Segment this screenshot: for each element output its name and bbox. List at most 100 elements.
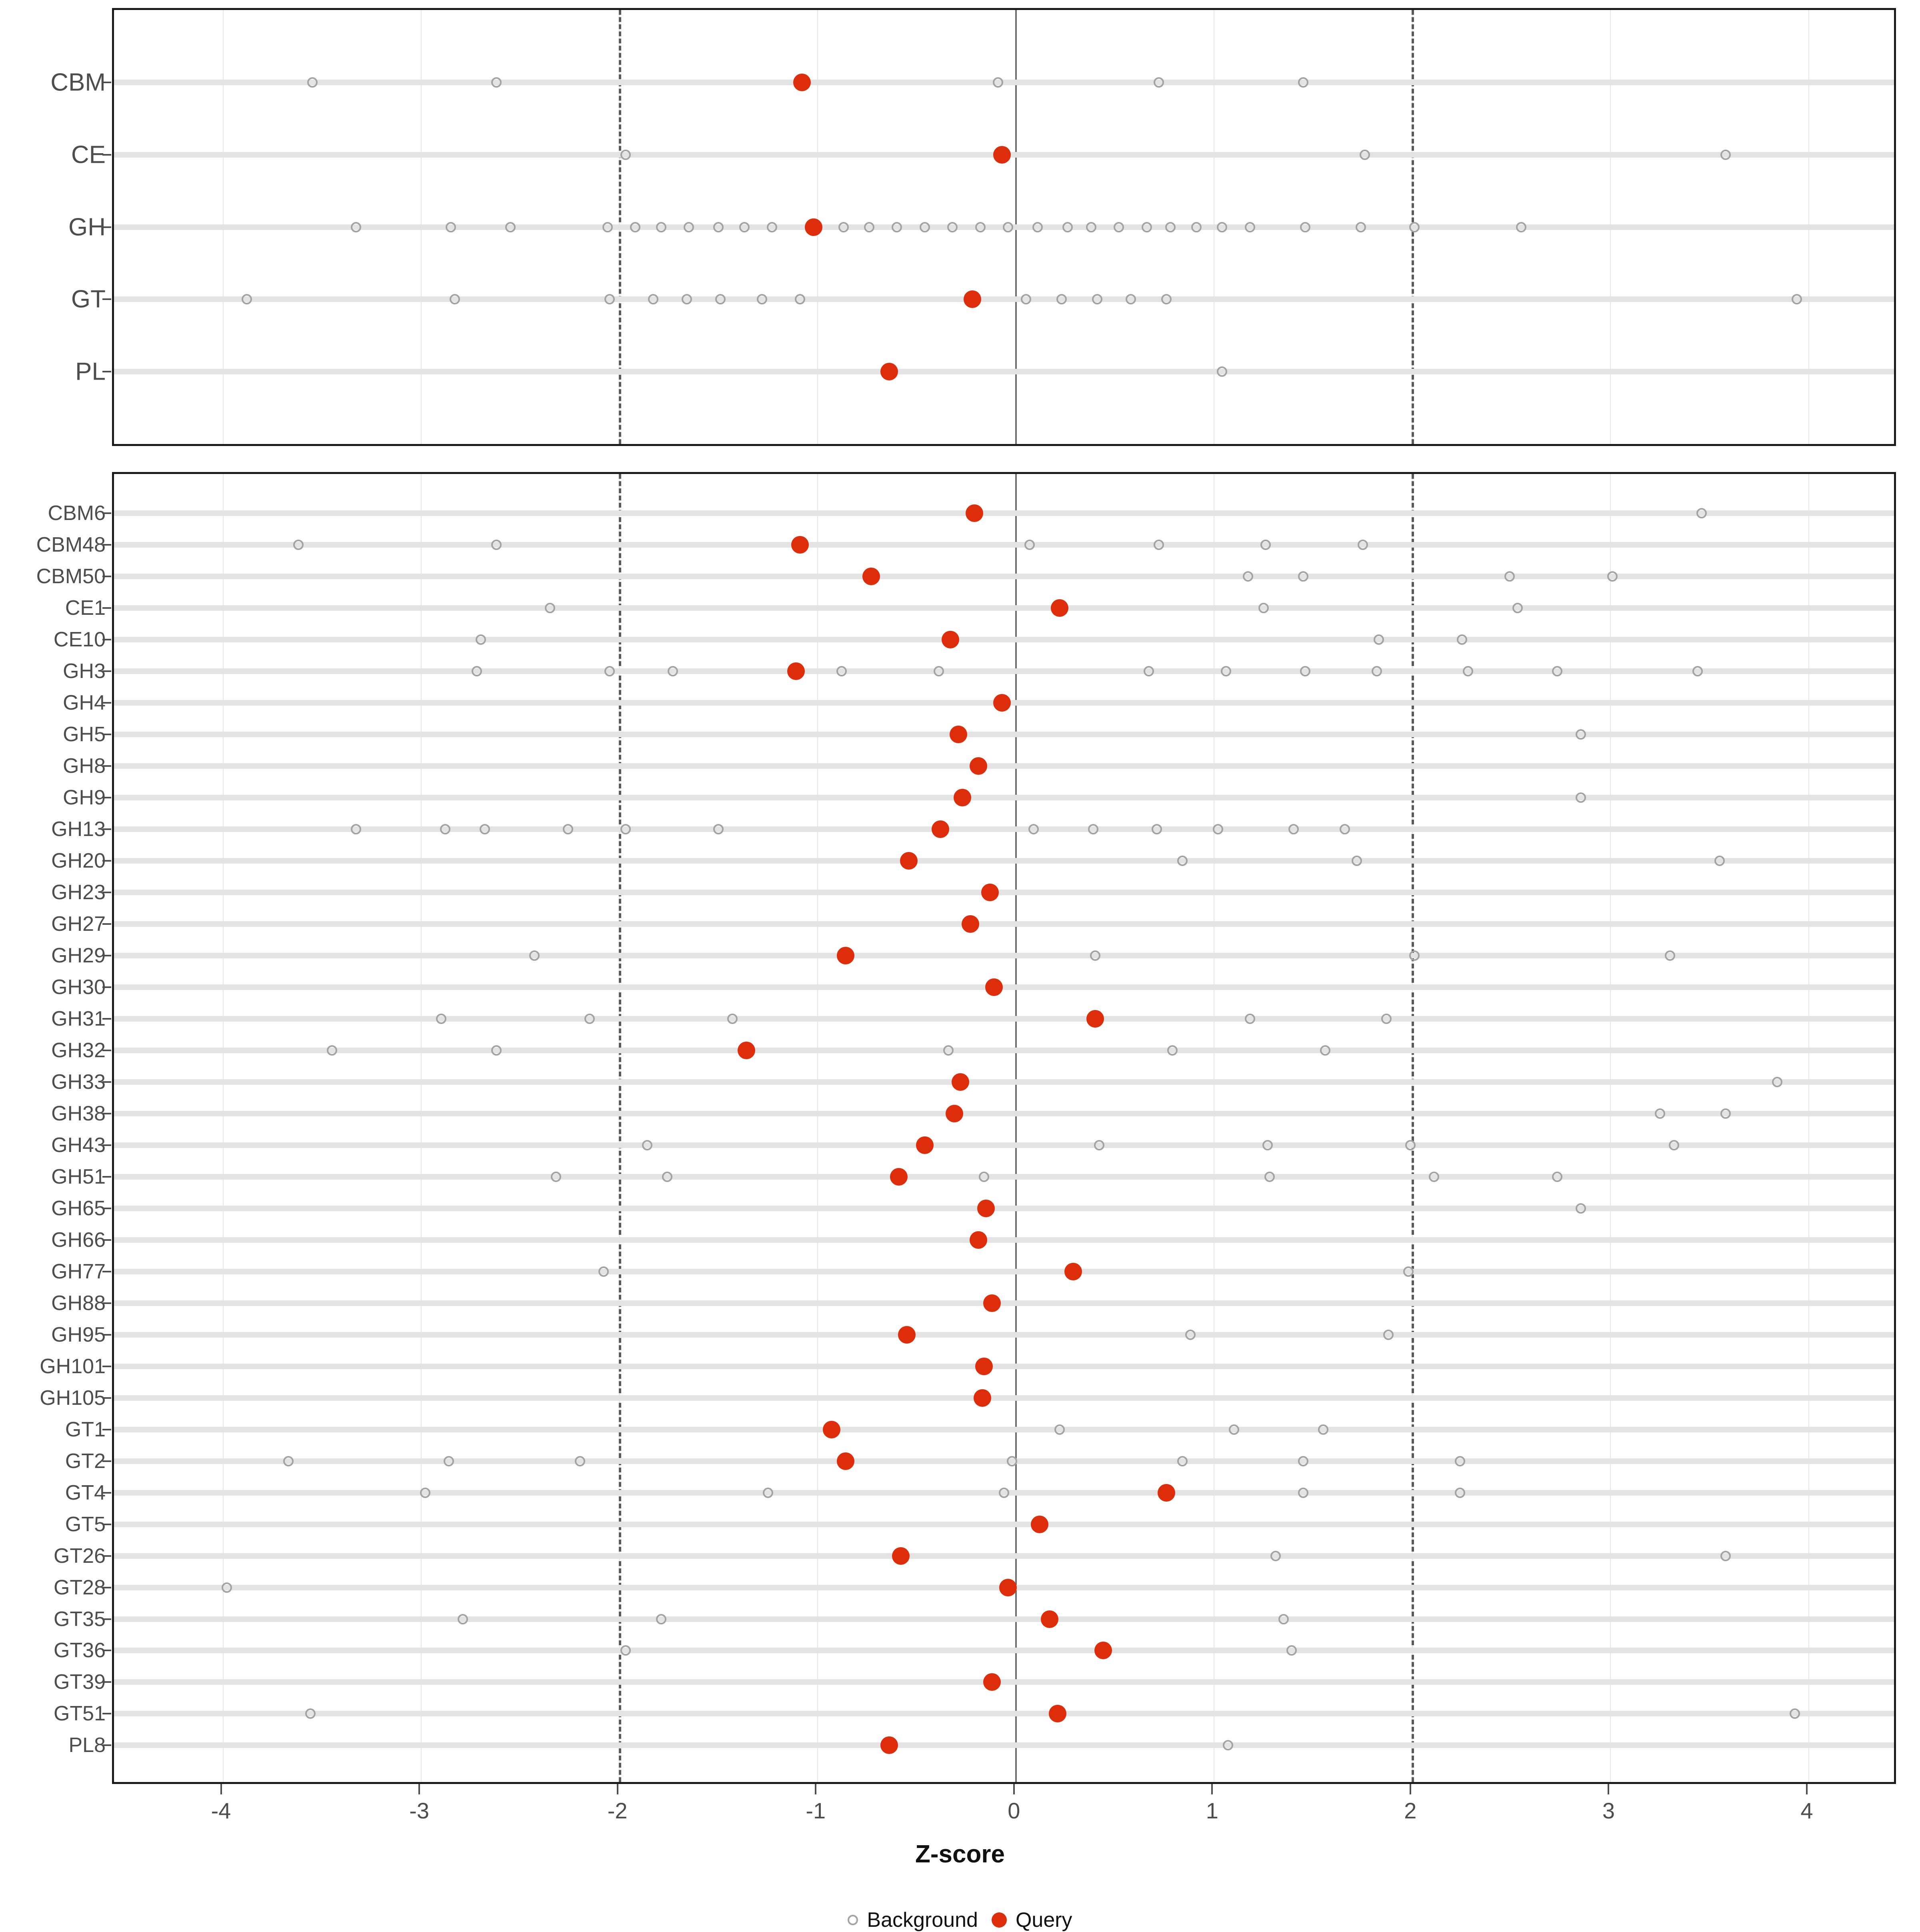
- data-point-background[interactable]: [838, 222, 849, 232]
- data-point-background[interactable]: [1655, 1108, 1666, 1119]
- data-point-background[interactable]: [1298, 1456, 1309, 1466]
- data-point-query[interactable]: [1086, 1010, 1104, 1028]
- data-point-background[interactable]: [1665, 950, 1676, 961]
- data-point-background[interactable]: [1409, 950, 1420, 961]
- data-point-query[interactable]: [805, 218, 823, 236]
- data-point-background[interactable]: [305, 1708, 316, 1719]
- data-point-background[interactable]: [446, 222, 456, 232]
- data-point-background[interactable]: [975, 222, 986, 232]
- data-point-background[interactable]: [947, 222, 958, 232]
- data-point-background[interactable]: [444, 1456, 454, 1466]
- data-point-query[interactable]: [1158, 1484, 1176, 1502]
- data-point-background[interactable]: [1262, 1140, 1273, 1150]
- data-point-background[interactable]: [999, 1487, 1010, 1498]
- data-point-query[interactable]: [950, 725, 968, 743]
- data-point-query[interactable]: [965, 504, 983, 522]
- data-point-background[interactable]: [1720, 1550, 1731, 1561]
- data-point-background[interactable]: [979, 1171, 990, 1182]
- data-point-background[interactable]: [1242, 571, 1253, 582]
- data-point-background[interactable]: [892, 222, 902, 232]
- data-point-background[interactable]: [767, 222, 778, 232]
- data-point-background[interactable]: [1191, 222, 1202, 232]
- data-point-background[interactable]: [656, 222, 666, 232]
- data-point-background[interactable]: [1153, 540, 1164, 550]
- data-point-background[interactable]: [505, 222, 516, 232]
- data-point-query[interactable]: [932, 820, 950, 838]
- data-point-query[interactable]: [946, 1104, 964, 1122]
- data-point-background[interactable]: [1462, 666, 1473, 676]
- data-point-background[interactable]: [1278, 1614, 1289, 1624]
- data-point-background[interactable]: [1720, 1108, 1731, 1119]
- data-point-background[interactable]: [763, 1487, 774, 1498]
- data-point-background[interactable]: [283, 1456, 294, 1466]
- data-point-background[interactable]: [1024, 540, 1035, 550]
- data-point-query[interactable]: [890, 1168, 908, 1186]
- data-point-background[interactable]: [1032, 222, 1043, 232]
- data-point-background[interactable]: [436, 1013, 446, 1024]
- data-point-background[interactable]: [1088, 824, 1099, 834]
- data-point-query[interactable]: [999, 1578, 1017, 1596]
- data-point-background[interactable]: [562, 824, 573, 834]
- data-point-background[interactable]: [222, 1582, 232, 1593]
- data-point-query[interactable]: [898, 1326, 916, 1344]
- data-point-query[interactable]: [953, 788, 971, 806]
- data-point-query[interactable]: [969, 757, 987, 775]
- data-point-background[interactable]: [1576, 792, 1586, 803]
- data-point-background[interactable]: [1790, 1708, 1800, 1719]
- data-point-background[interactable]: [604, 666, 615, 676]
- data-point-query[interactable]: [1064, 1262, 1082, 1280]
- data-point-background[interactable]: [1020, 294, 1031, 305]
- data-point-query[interactable]: [1050, 599, 1068, 617]
- data-point-background[interactable]: [1260, 540, 1271, 550]
- data-point-background[interactable]: [668, 666, 678, 676]
- data-point-background[interactable]: [1143, 666, 1154, 676]
- data-point-background[interactable]: [1028, 824, 1039, 834]
- data-point-background[interactable]: [491, 1045, 502, 1056]
- data-point-background[interactable]: [545, 603, 556, 614]
- data-point-query[interactable]: [952, 1073, 970, 1091]
- data-point-background[interactable]: [491, 540, 502, 550]
- data-point-background[interactable]: [1090, 950, 1100, 961]
- data-point-background[interactable]: [1167, 1045, 1178, 1056]
- data-point-background[interactable]: [648, 294, 658, 305]
- data-point-query[interactable]: [737, 1041, 755, 1059]
- data-point-background[interactable]: [1298, 1487, 1309, 1498]
- data-point-background[interactable]: [327, 1045, 338, 1056]
- data-point-background[interactable]: [1576, 1203, 1586, 1214]
- data-point-background[interactable]: [1512, 603, 1523, 614]
- data-point-background[interactable]: [1320, 1045, 1330, 1056]
- data-point-query[interactable]: [892, 1547, 910, 1565]
- data-point-query[interactable]: [916, 1136, 934, 1154]
- data-point-background[interactable]: [620, 1645, 631, 1656]
- data-point-background[interactable]: [757, 294, 768, 305]
- data-point-background[interactable]: [1177, 855, 1188, 866]
- data-point-background[interactable]: [662, 1171, 672, 1182]
- data-point-background[interactable]: [1383, 1329, 1394, 1340]
- data-point-background[interactable]: [1669, 1140, 1680, 1150]
- data-point-background[interactable]: [1244, 222, 1255, 232]
- data-point-background[interactable]: [656, 1614, 666, 1624]
- data-point-query[interactable]: [836, 946, 854, 964]
- data-point-query[interactable]: [880, 1736, 898, 1754]
- data-point-query[interactable]: [822, 1420, 840, 1438]
- data-point-query[interactable]: [963, 290, 981, 308]
- data-point-query[interactable]: [973, 1389, 991, 1407]
- data-point-query[interactable]: [993, 694, 1011, 712]
- data-point-background[interactable]: [713, 222, 724, 232]
- data-point-background[interactable]: [1792, 294, 1802, 305]
- data-point-background[interactable]: [440, 824, 450, 834]
- data-point-background[interactable]: [242, 294, 252, 305]
- data-point-background[interactable]: [1772, 1076, 1782, 1087]
- data-point-background[interactable]: [1607, 571, 1618, 582]
- data-point-background[interactable]: [919, 222, 930, 232]
- data-point-query[interactable]: [1094, 1642, 1112, 1660]
- data-point-background[interactable]: [1576, 729, 1586, 740]
- data-point-background[interactable]: [1258, 603, 1269, 614]
- data-point-query[interactable]: [977, 1199, 995, 1217]
- data-point-background[interactable]: [1002, 222, 1013, 232]
- data-point-background[interactable]: [1552, 666, 1562, 676]
- data-point-background[interactable]: [630, 222, 641, 232]
- data-point-query[interactable]: [900, 852, 918, 870]
- data-point-query[interactable]: [862, 568, 880, 586]
- data-point-background[interactable]: [1244, 1013, 1255, 1024]
